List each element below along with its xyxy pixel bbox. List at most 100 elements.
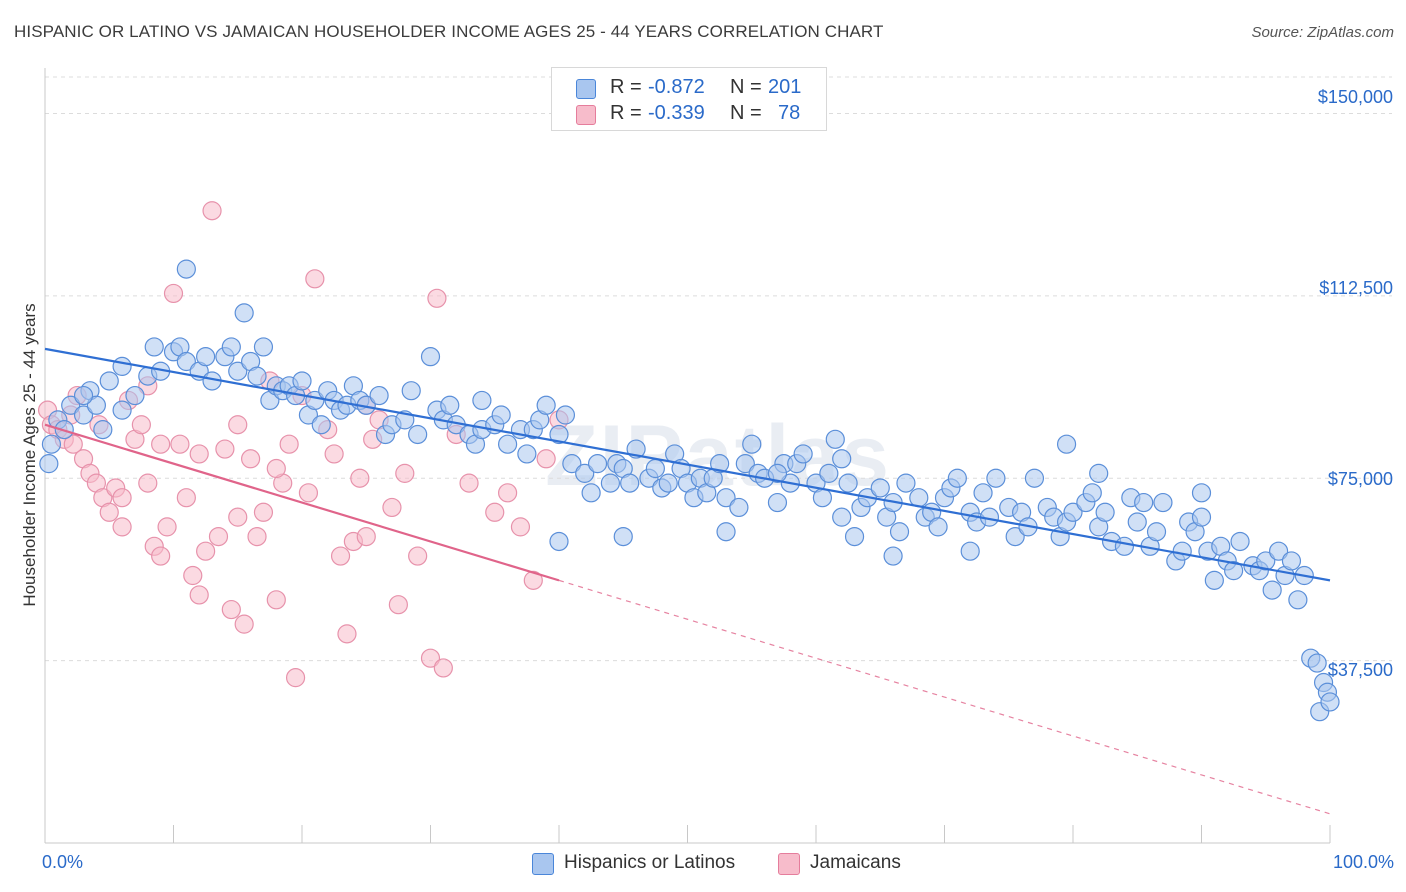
hispanics-point <box>735 454 755 474</box>
hispanics-point <box>1114 536 1135 556</box>
hispanics-point <box>86 395 107 415</box>
jamaicans-point <box>138 473 158 493</box>
hispanics-point <box>1281 551 1302 571</box>
legend-label: Hispanics or Latinos <box>564 852 736 873</box>
hispanics-point <box>125 385 145 406</box>
hispanics-trend-line <box>44 347 1331 582</box>
jamaicans-point <box>330 546 351 566</box>
hispanics-point <box>986 468 1006 488</box>
hispanics-point <box>1320 692 1340 712</box>
hispanics-point <box>517 444 537 464</box>
jamaicans-point <box>433 658 453 678</box>
jamaicans-point <box>388 595 408 615</box>
hispanics-point <box>909 488 929 508</box>
hispanics-point <box>1262 580 1282 600</box>
hispanics-point <box>1204 570 1224 590</box>
jamaicans-point <box>202 201 222 221</box>
jamaicans-point <box>536 449 556 469</box>
jamaicans-point <box>395 463 415 483</box>
hispanics-point <box>896 473 916 493</box>
jamaicans-point <box>498 483 518 503</box>
hispanics-point <box>1134 492 1154 513</box>
hispanics-point <box>73 385 94 406</box>
hispanics-point <box>947 468 967 488</box>
hispanics-point <box>369 385 389 406</box>
legend-n-label: N = <box>730 102 762 124</box>
jamaicans-point <box>151 546 171 566</box>
hispanics-point <box>716 522 736 542</box>
hispanics-point <box>472 390 492 411</box>
jamaicans-point <box>228 415 248 435</box>
legend-row-jamaicans: R = -0.339 N = 78 <box>552 101 826 127</box>
legend-swatch-pink <box>778 853 800 875</box>
hispanics-point <box>491 405 511 425</box>
hispanics-series <box>39 259 1340 722</box>
hispanics-point <box>228 361 248 381</box>
jamaicans-point <box>485 502 505 522</box>
hispanics-point <box>1024 468 1045 488</box>
hispanics-point <box>1056 434 1077 454</box>
y-axis-title: Householder Income Ages 25 - 44 years <box>20 303 39 607</box>
jamaicans-point <box>285 668 306 688</box>
hispanics-point <box>408 424 428 445</box>
legend-swatch-pink <box>576 105 596 125</box>
jamaicans-point <box>324 444 344 464</box>
hispanics-point <box>234 303 254 323</box>
hispanics-point <box>889 522 910 542</box>
hispanics-point <box>1256 551 1276 571</box>
chart-title: HISPANIC OR LATINO VS JAMAICAN HOUSEHOLD… <box>14 22 884 41</box>
hispanics-point <box>1191 483 1212 503</box>
jamaicans-point <box>189 444 209 464</box>
hispanics-point <box>767 492 788 513</box>
hispanics-point <box>870 478 890 498</box>
hispanics-point <box>658 473 678 493</box>
trend-lines <box>44 347 1331 815</box>
jamaicans-point <box>112 517 132 537</box>
hispanics-point <box>555 405 576 425</box>
hispanics-point <box>61 395 81 415</box>
hispanics-point <box>440 395 460 415</box>
legend-n-value: 78 <box>778 102 801 124</box>
legend-n-value: 201 <box>768 76 802 98</box>
jamaicans-point <box>208 526 229 547</box>
jamaicans-point <box>253 502 274 522</box>
hispanics-point <box>1127 512 1147 532</box>
jamaicans-point <box>234 614 254 634</box>
hispanics-point <box>575 463 595 483</box>
jamaicans-point <box>510 517 531 537</box>
jamaicans-point <box>427 288 447 308</box>
jamaicans-point <box>350 468 370 488</box>
legend-r-label: R = <box>610 102 642 124</box>
hispanics-point <box>819 463 839 483</box>
hispanics-point <box>793 444 813 464</box>
jamaicans-point <box>279 434 299 454</box>
jamaicans-point <box>157 517 177 537</box>
hispanics-point <box>311 415 331 435</box>
hispanics-point <box>498 434 518 454</box>
hispanics-point <box>562 454 582 474</box>
y-tick-label: $75,000 <box>1327 469 1393 489</box>
jamaicans-point <box>408 546 428 566</box>
hispanics-point <box>176 351 196 372</box>
hispanics-point <box>613 526 633 547</box>
hispanics-point <box>587 454 608 474</box>
legend-r-label: R = <box>610 76 642 98</box>
hispanics-point <box>1307 653 1327 673</box>
hispanics-point <box>112 400 132 420</box>
hispanics-point <box>973 483 993 503</box>
jamaicans-point <box>266 590 286 610</box>
y-tick-label: $150,000 <box>1317 87 1393 107</box>
hispanics-point <box>767 463 788 483</box>
hispanics-point <box>93 420 113 440</box>
hispanics-point <box>1095 502 1115 522</box>
hispanics-point <box>1288 590 1308 610</box>
jamaicans-point <box>382 497 402 518</box>
hispanics-point <box>812 488 833 508</box>
hispanics-point <box>928 517 948 537</box>
jamaicans-point <box>189 585 209 605</box>
jamaicans-point <box>523 570 543 590</box>
hispanics-point <box>620 473 640 493</box>
hispanics-point <box>825 429 845 449</box>
hispanics-point <box>716 488 736 508</box>
hispanics-point <box>1191 507 1212 527</box>
